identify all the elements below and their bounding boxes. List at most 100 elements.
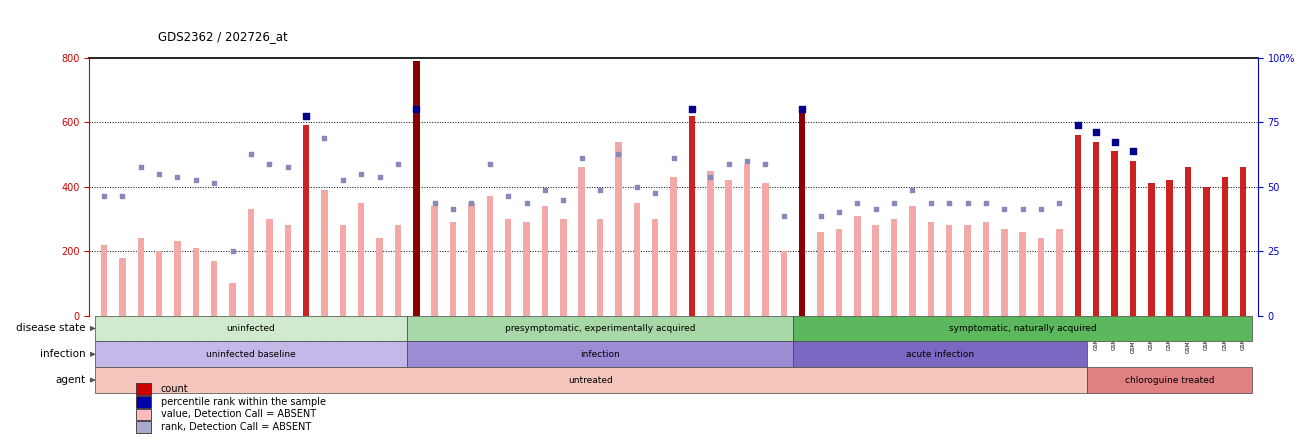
Bar bbox=[1074, 135, 1081, 316]
Bar bbox=[634, 203, 639, 316]
Point bbox=[498, 193, 519, 200]
Bar bbox=[671, 177, 676, 316]
Bar bbox=[248, 209, 255, 316]
Bar bbox=[872, 226, 878, 316]
Bar bbox=[1111, 151, 1117, 316]
Bar bbox=[818, 232, 823, 316]
Point bbox=[976, 199, 997, 206]
Bar bbox=[653, 219, 658, 316]
Point bbox=[571, 154, 592, 161]
Point bbox=[810, 212, 831, 219]
Text: percentile rank within the sample: percentile rank within the sample bbox=[160, 397, 326, 407]
Point bbox=[755, 161, 776, 168]
Point bbox=[222, 248, 243, 255]
Point bbox=[865, 206, 886, 213]
Bar bbox=[322, 190, 328, 316]
Point bbox=[700, 174, 721, 181]
Bar bbox=[193, 248, 200, 316]
Point bbox=[442, 206, 463, 213]
Point bbox=[240, 151, 261, 158]
Bar bbox=[469, 203, 475, 316]
Bar bbox=[1019, 232, 1025, 316]
Text: acute infection: acute infection bbox=[906, 350, 974, 359]
Bar bbox=[1239, 167, 1246, 316]
Bar bbox=[1092, 142, 1099, 316]
Bar bbox=[138, 238, 144, 316]
Point bbox=[1049, 199, 1070, 206]
Bar bbox=[230, 283, 236, 316]
Point bbox=[424, 199, 445, 206]
Point bbox=[479, 161, 500, 168]
Text: infection: infection bbox=[580, 350, 620, 359]
Bar bbox=[487, 196, 494, 316]
Bar bbox=[137, 408, 151, 420]
Bar bbox=[744, 164, 750, 316]
Text: chloroguine treated: chloroguine treated bbox=[1125, 376, 1215, 385]
Bar bbox=[137, 396, 151, 408]
Bar bbox=[579, 167, 584, 316]
Point bbox=[773, 212, 794, 219]
Point bbox=[957, 199, 978, 206]
Point bbox=[847, 199, 868, 206]
Bar bbox=[137, 421, 151, 433]
Bar bbox=[119, 258, 126, 316]
Point bbox=[590, 186, 611, 194]
Bar bbox=[793, 316, 1253, 341]
Text: uninfected baseline: uninfected baseline bbox=[206, 350, 295, 359]
Bar bbox=[1001, 229, 1007, 316]
Text: presymptomatic, experimentally acquired: presymptomatic, experimentally acquired bbox=[504, 324, 696, 333]
Bar bbox=[414, 61, 420, 316]
Bar bbox=[763, 183, 768, 316]
Bar bbox=[542, 206, 548, 316]
Point bbox=[112, 193, 133, 200]
Point bbox=[259, 161, 280, 168]
Bar bbox=[137, 383, 151, 395]
Bar bbox=[1037, 238, 1044, 316]
Bar bbox=[1129, 161, 1136, 316]
Text: uninfected: uninfected bbox=[227, 324, 276, 333]
Bar bbox=[211, 261, 218, 316]
Text: untreated: untreated bbox=[569, 376, 613, 385]
Point bbox=[167, 174, 188, 181]
Bar bbox=[927, 222, 934, 316]
Point bbox=[994, 206, 1015, 213]
Bar bbox=[800, 112, 805, 316]
Point bbox=[1012, 206, 1033, 213]
Bar bbox=[1203, 186, 1209, 316]
Point bbox=[516, 199, 537, 206]
Point bbox=[534, 186, 555, 194]
Point bbox=[681, 106, 702, 113]
Bar bbox=[890, 219, 897, 316]
Point bbox=[645, 190, 666, 197]
Bar bbox=[303, 125, 310, 316]
Point bbox=[663, 154, 684, 161]
Point bbox=[608, 151, 629, 158]
Bar bbox=[964, 226, 970, 316]
Point bbox=[406, 106, 427, 113]
Point bbox=[277, 164, 298, 171]
Bar bbox=[358, 203, 365, 316]
Text: count: count bbox=[160, 384, 188, 394]
Bar bbox=[835, 229, 842, 316]
Bar bbox=[95, 341, 407, 367]
Point bbox=[920, 199, 941, 206]
Bar bbox=[1221, 177, 1228, 316]
Bar bbox=[267, 219, 273, 316]
Point bbox=[369, 174, 390, 181]
Bar bbox=[395, 226, 402, 316]
Point bbox=[295, 112, 316, 119]
Bar bbox=[689, 116, 695, 316]
Bar bbox=[450, 222, 457, 316]
Point bbox=[718, 161, 739, 168]
Bar bbox=[524, 222, 529, 316]
Point bbox=[387, 161, 408, 168]
Bar bbox=[1056, 229, 1062, 316]
Bar bbox=[597, 219, 603, 316]
Point bbox=[1104, 138, 1125, 145]
Point bbox=[1123, 148, 1144, 155]
Text: infection: infection bbox=[39, 349, 85, 359]
Point bbox=[314, 135, 335, 142]
Point bbox=[351, 170, 372, 177]
Bar bbox=[156, 251, 163, 316]
Bar bbox=[793, 341, 1087, 367]
